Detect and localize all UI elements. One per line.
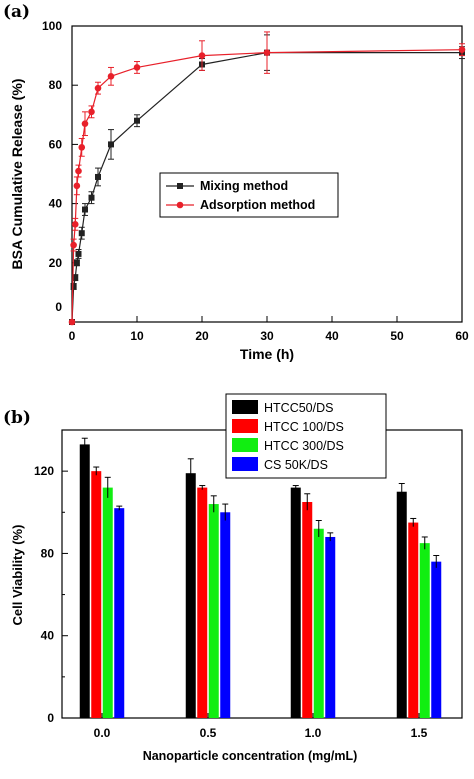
y-tick-label-a: 100 [42,19,62,33]
x-tick-label-b: 0.0 [94,726,111,740]
data-point [75,167,82,175]
data-point [73,259,80,266]
legend-label: HTCC50/DS [264,401,333,415]
legend-marker [177,183,183,189]
data-point [78,144,86,151]
data-point [73,182,81,190]
x-tick-label-a: 30 [260,329,274,343]
data-point [82,206,88,213]
x-tick-label-a: 40 [325,329,339,343]
bar [302,502,313,718]
x-tick-label-b: 1.0 [305,726,322,740]
data-point [75,250,82,257]
legend-label: Mixing method [200,179,288,193]
legend-swatch [232,438,258,452]
y-tick-label-b: 120 [34,464,54,478]
legend-box-a [159,172,339,218]
chart-b: 0 40 80 120 0.0 0.5 1.0 1.5 Nanoparticle concent… [10,393,463,763]
data-point [70,283,77,290]
y-tick-label-a: 40 [49,197,63,211]
y-tick-label-b: 0 [47,711,54,725]
y-axis-title-a: BSA Cumulative Release (%) [9,79,25,270]
data-point [134,117,140,124]
data-point [94,84,102,92]
y-tick-label-a: 60 [49,137,63,151]
data-point [108,141,114,148]
bar [79,444,90,718]
bar [419,543,430,718]
data-point [107,73,115,80]
data-point [71,221,79,228]
y-axis-title-b: Cell Viability (%) [10,525,25,626]
bar [290,487,301,718]
legend-swatch [232,419,258,433]
data-point [81,120,89,127]
y-tick-label-b: 80 [41,546,55,560]
y-tick-label-a: 0 [55,300,62,314]
y-tick-label-a: 80 [49,78,63,92]
data-point [198,52,206,59]
x-axis-title-b: Nanoparticle concentration (mg/mL) [143,749,358,763]
x-tick-label-a: 0 [69,329,76,343]
legend-swatch [232,400,258,414]
bar [102,487,113,718]
x-tick-label-a: 10 [130,329,144,343]
bar [185,473,196,718]
x-tick-label-a: 50 [390,329,404,343]
chart-a: 0 20 40 60 80 100 0 10 20 30 40 50 60 Time (h) BSA Cum… [9,19,469,362]
bar [325,536,336,718]
x-tick-label-b: 0.5 [200,726,217,740]
data-point [95,173,101,180]
bar [197,487,208,718]
data-point [78,230,85,237]
bar [431,561,442,718]
data-point [133,64,141,71]
panel-a-label: (a) [3,2,30,22]
data-point [263,49,271,56]
legend-label: CS 50K/DS [264,458,328,472]
data-point [88,108,95,116]
legend-label: HTCC 300/DS [264,439,344,453]
x-axis-title-a: Time (h) [240,346,294,362]
bar [208,504,219,718]
legend-label: Adsorption method [200,198,315,212]
y-tick-label-a: 20 [49,256,63,270]
bar [408,522,419,718]
bar [396,491,407,718]
data-point [70,241,77,249]
data-point [72,274,79,281]
x-tick-label-a: 60 [455,329,469,343]
bar [313,528,324,718]
x-tick-label-b: 1.5 [411,726,428,740]
data-point [88,194,95,201]
bar [114,508,125,718]
data-point [68,318,76,326]
x-tick-label-a: 20 [195,329,209,343]
bar [91,471,102,718]
legend-swatch [232,457,258,471]
legend-marker [176,201,184,209]
bar [220,512,231,718]
legend-label: HTCC 100/DS [264,420,344,434]
data-point [458,46,466,53]
y-tick-label-b: 40 [41,629,55,643]
panel-b-label: (b) [3,408,31,428]
